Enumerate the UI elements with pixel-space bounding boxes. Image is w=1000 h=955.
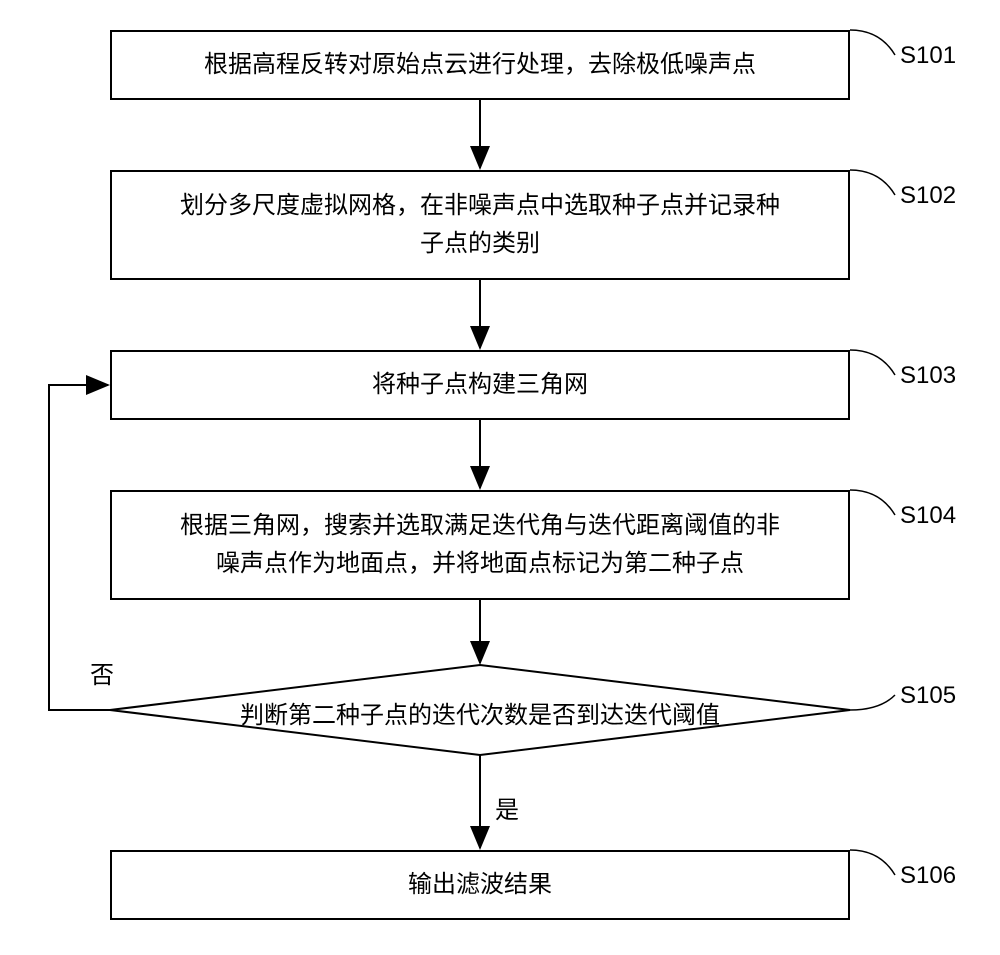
- process-box-s101: 根据高程反转对原始点云进行处理，去除极低噪声点: [110, 30, 850, 100]
- process-box-s103: 将种子点构建三角网: [110, 350, 850, 420]
- process-text-s102: 划分多尺度虚拟网格，在非噪声点中选取种子点并记录种 子点的类别: [180, 187, 780, 264]
- step-label-s101: S101: [900, 42, 956, 70]
- process-text-s106: 输出滤波结果: [408, 866, 552, 904]
- edge-label-no: 否: [90, 655, 114, 690]
- process-box-s104: 根据三角网，搜索并选取满足迭代角与迭代距离阈值的非 噪声点作为地面点，并将地面点…: [110, 490, 850, 600]
- step-label-s102: S102: [900, 182, 956, 210]
- step-label-s105: S105: [900, 682, 956, 710]
- edge-label-yes: 是: [495, 790, 519, 825]
- decision-text-s105: 判断第二种子点的迭代次数是否到达迭代阈值: [110, 695, 850, 730]
- step-label-s103: S103: [900, 362, 956, 390]
- process-text-s103: 将种子点构建三角网: [372, 366, 588, 404]
- step-label-s106: S106: [900, 862, 956, 890]
- process-text-s104: 根据三角网，搜索并选取满足迭代角与迭代距离阈值的非 噪声点作为地面点，并将地面点…: [180, 507, 780, 584]
- process-box-s106: 输出滤波结果: [110, 850, 850, 920]
- step-label-s104: S104: [900, 502, 956, 530]
- flowchart-canvas: 根据高程反转对原始点云进行处理，去除极低噪声点 划分多尺度虚拟网格，在非噪声点中…: [0, 0, 1000, 955]
- process-text-s101: 根据高程反转对原始点云进行处理，去除极低噪声点: [204, 46, 756, 84]
- process-box-s102: 划分多尺度虚拟网格，在非噪声点中选取种子点并记录种 子点的类别: [110, 170, 850, 280]
